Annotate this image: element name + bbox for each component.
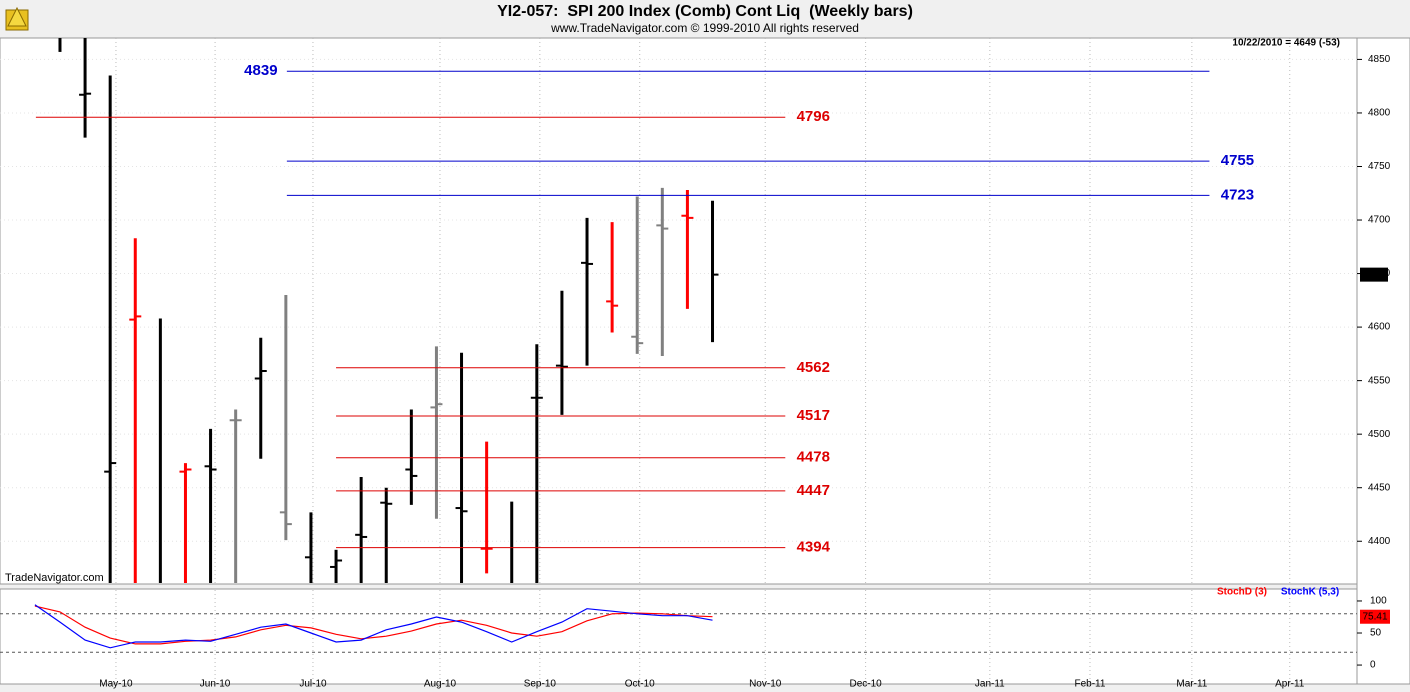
last-price-box	[1360, 267, 1388, 282]
x-tick-label: Sep-10	[524, 679, 557, 690]
y-tick-label: 4600	[1368, 322, 1391, 333]
x-tick-label: Jul-10	[299, 679, 327, 690]
x-tick-label: Dec-10	[849, 679, 882, 690]
x-tick-label: Jan-11	[975, 679, 1005, 690]
level-label: 4796	[797, 108, 830, 125]
x-tick-label: Mar-11	[1176, 679, 1207, 690]
level-label: 4755	[1221, 152, 1254, 169]
x-tick-label: Feb-11	[1074, 679, 1105, 690]
x-tick-label: Oct-10	[625, 679, 655, 690]
chart-subtitle: www.TradeNavigator.com © 1999-2010 All r…	[550, 21, 859, 35]
y-tick-label: 4800	[1368, 108, 1391, 119]
x-tick-label: Apr-11	[1275, 679, 1305, 690]
x-tick-label: May-10	[99, 679, 133, 690]
x-tick-label: Aug-10	[424, 679, 457, 690]
level-label: 4517	[797, 407, 830, 424]
y-tick-label: 4700	[1368, 215, 1391, 226]
y-tick-label: 4750	[1368, 161, 1391, 172]
stoch-plot	[0, 590, 1357, 683]
level-label: 4478	[797, 449, 830, 466]
stoch-line	[34, 605, 713, 645]
y-tick-label: 4850	[1368, 54, 1391, 65]
right-axis	[1356, 37, 1410, 685]
level-label: 4839	[244, 62, 277, 79]
last-quote: 10/22/2010 = 4649 (-53)	[1232, 38, 1340, 49]
last-price-label: 4649	[1363, 269, 1386, 280]
level-label: 4562	[797, 359, 830, 376]
level-label: 4723	[1221, 186, 1254, 203]
level-label: 4447	[797, 482, 830, 499]
y-tick-label: 100	[1370, 596, 1387, 607]
last-stoch-label: 75.41	[1362, 611, 1387, 622]
y-tick-label: 50	[1370, 628, 1382, 639]
x-tick-label: Nov-10	[749, 679, 782, 690]
price-plot	[0, 38, 1357, 583]
chart-title: YI2-057: SPI 200 Index (Comb) Cont Liq (…	[497, 3, 913, 20]
watermark: TradeNavigator.com	[5, 572, 104, 584]
legend-entry: StochD (3)	[1217, 587, 1267, 598]
y-tick-label: 4550	[1368, 375, 1391, 386]
legend-entry: StochK (5,3)	[1281, 587, 1339, 598]
level-label: 4394	[797, 539, 831, 556]
last-stoch-box	[1360, 609, 1390, 624]
y-tick-label: 0	[1370, 660, 1376, 671]
stoch-panel	[0, 588, 1358, 685]
stoch-line	[34, 604, 713, 649]
x-tick-label: Jun-10	[200, 679, 231, 690]
y-tick-label: 4450	[1368, 482, 1391, 493]
logo	[5, 6, 29, 31]
y-tick-label: 4500	[1368, 429, 1391, 440]
y-tick-label: 4400	[1368, 536, 1391, 547]
price-panel	[0, 37, 1358, 585]
